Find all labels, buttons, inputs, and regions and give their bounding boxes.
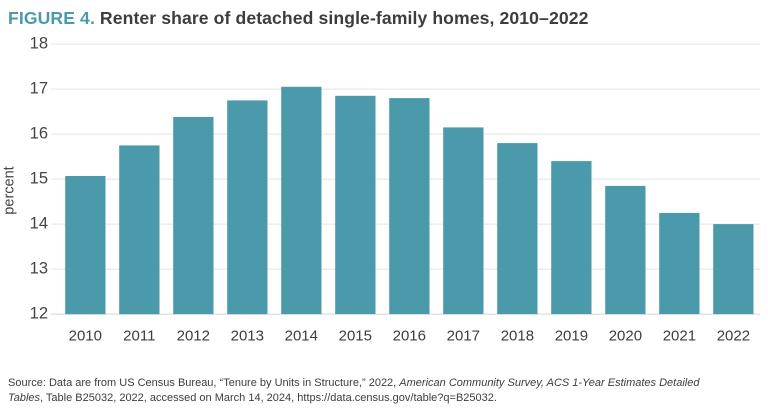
- svg-text:2017: 2017: [447, 328, 480, 345]
- svg-text:2022: 2022: [717, 328, 750, 345]
- svg-text:2015: 2015: [339, 328, 372, 345]
- svg-text:15: 15: [30, 170, 48, 188]
- svg-text:2020: 2020: [609, 328, 642, 345]
- svg-text:2019: 2019: [555, 328, 588, 345]
- svg-text:16: 16: [30, 125, 48, 143]
- svg-text:2010: 2010: [69, 328, 102, 345]
- svg-text:2011: 2011: [123, 328, 155, 345]
- svg-text:12: 12: [30, 305, 48, 323]
- svg-text:14: 14: [30, 215, 48, 233]
- svg-text:2018: 2018: [501, 328, 534, 345]
- svg-text:2013: 2013: [231, 328, 264, 345]
- svg-text:17: 17: [30, 80, 48, 98]
- svg-text:2012: 2012: [177, 328, 210, 345]
- svg-text:2021: 2021: [663, 328, 696, 345]
- svg-text:18: 18: [30, 35, 48, 53]
- svg-text:13: 13: [30, 260, 48, 278]
- svg-text:2014: 2014: [285, 328, 318, 345]
- svg-text:2016: 2016: [393, 328, 426, 345]
- svg-text:percent: percent: [2, 166, 18, 214]
